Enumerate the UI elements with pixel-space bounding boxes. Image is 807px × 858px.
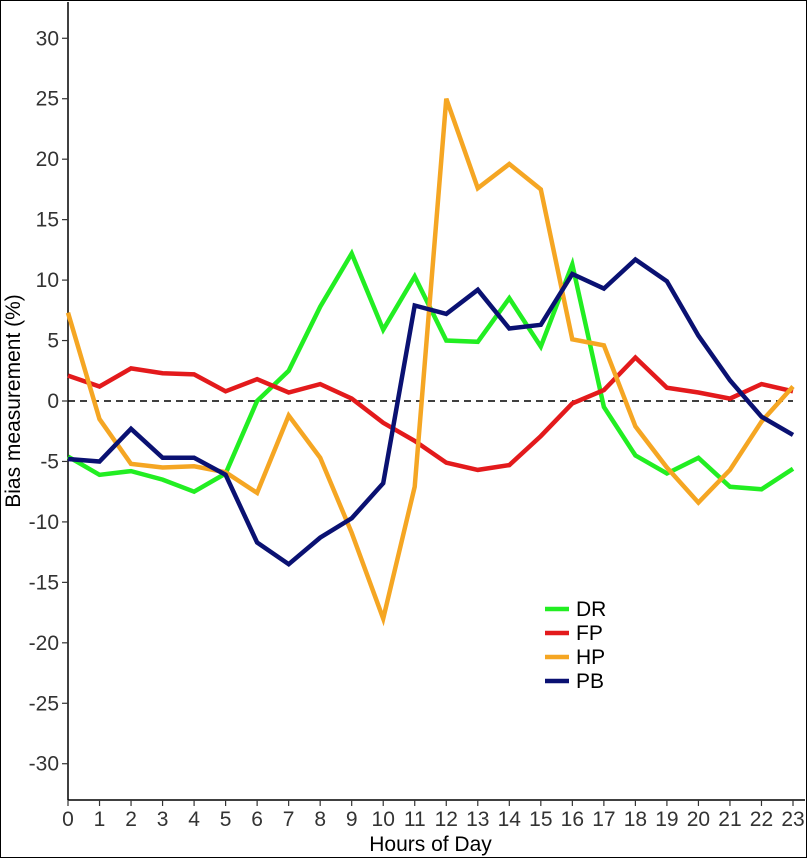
x-tick-label: 1 (94, 808, 106, 831)
x-tick-label: 13 (466, 808, 489, 831)
series-line-pb (67, 256, 795, 568)
x-tick-label: 6 (251, 808, 263, 831)
y-tick-label: 30 (36, 27, 59, 50)
x-tick-label: 22 (750, 808, 773, 831)
y-tick-label: -15 (29, 571, 59, 594)
x-tick-label: 7 (283, 808, 295, 831)
y-tick-label: -20 (29, 632, 59, 655)
x-tick-label: 20 (687, 808, 710, 831)
y-tick-label: 20 (36, 148, 59, 171)
y-tick-label: 25 (36, 88, 59, 111)
x-tick-label: 14 (498, 808, 522, 831)
x-tick-label: 0 (62, 808, 74, 831)
x-tick-label: 12 (435, 808, 458, 831)
x-tick-label: 18 (624, 808, 647, 831)
legend-label-dr: DR (576, 598, 606, 621)
y-tick-label: 10 (36, 269, 59, 292)
y-tick-label: -30 (29, 753, 59, 776)
series-line-fp (67, 354, 794, 473)
y-tick-label: 5 (47, 330, 59, 353)
x-tick-label: 21 (718, 808, 741, 831)
x-tick-label: 15 (529, 808, 552, 831)
x-tick-label: 11 (404, 808, 426, 831)
x-tick-label: 9 (346, 808, 358, 831)
y-tick-label: -5 (40, 450, 59, 473)
x-axis-title: Hours of Day (369, 833, 492, 856)
x-tick-label: 3 (157, 808, 169, 831)
x-tick-label: 10 (372, 808, 395, 831)
x-tick-label: 5 (220, 808, 232, 831)
y-tick-label: 0 (47, 390, 59, 413)
x-tick-label: 2 (125, 808, 137, 831)
y-tick-label: 15 (36, 209, 59, 232)
series-line-hp (65, 97, 795, 627)
x-tick-label: 16 (561, 808, 584, 831)
y-tick-label: -25 (29, 692, 59, 715)
x-tick-label: 23 (781, 808, 804, 831)
y-tick-label: -10 (29, 511, 59, 534)
x-tick-label: 4 (188, 808, 200, 831)
x-tick-label: 8 (314, 808, 326, 831)
legend-label-hp: HP (576, 646, 605, 669)
y-axis-title: Bias measurement (%) (2, 294, 25, 508)
legend-label-pb: PB (576, 670, 604, 693)
x-tick-label: 17 (592, 808, 615, 831)
x-tick-label: 19 (655, 808, 678, 831)
legend-label-fp: FP (576, 622, 603, 645)
